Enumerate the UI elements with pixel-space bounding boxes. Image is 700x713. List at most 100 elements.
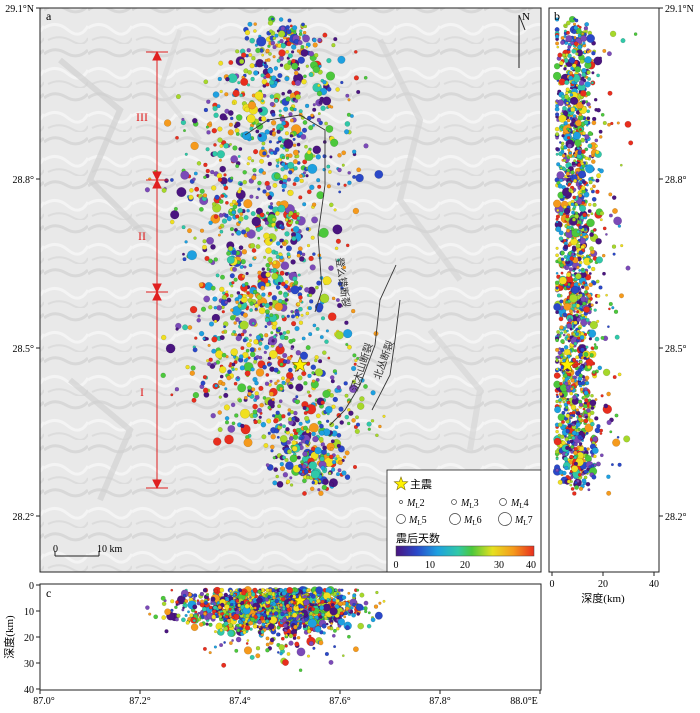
event-dot — [181, 225, 186, 230]
event-dot — [285, 461, 294, 470]
event-dot — [189, 370, 195, 376]
event-dot — [325, 329, 329, 333]
event-dot — [254, 303, 259, 308]
event-dot — [227, 425, 236, 433]
event-dot — [246, 162, 250, 166]
event-dot — [560, 36, 565, 40]
event-dot — [353, 75, 359, 81]
event-dot — [204, 255, 210, 262]
panel-b-lat-tick-29.1: 29.1°N — [665, 4, 694, 15]
event-dot — [260, 116, 267, 122]
event-dot — [302, 159, 308, 165]
event-dot — [255, 207, 263, 215]
event-dot — [578, 182, 582, 186]
event-dot — [581, 472, 585, 476]
event-dot — [575, 355, 580, 360]
event-dot — [221, 294, 227, 300]
event-dot — [221, 310, 225, 314]
event-dot — [617, 372, 622, 377]
scale-bar — [54, 551, 100, 557]
event-dot — [569, 454, 574, 459]
event-dot — [163, 119, 172, 127]
event-dot — [569, 416, 572, 420]
event-dot — [590, 346, 595, 350]
north-label: N — [522, 11, 530, 23]
event-dot — [201, 606, 207, 612]
event-dot — [584, 290, 588, 294]
event-dot — [272, 334, 277, 339]
event-dot — [586, 218, 595, 228]
event-dot — [571, 465, 579, 473]
segment-label-1: I — [140, 385, 144, 399]
event-dot — [378, 424, 382, 429]
event-dot — [251, 175, 257, 181]
event-dot — [267, 356, 272, 361]
event-dot — [555, 367, 559, 371]
event-dot — [304, 103, 310, 109]
event-dot — [307, 306, 312, 311]
event-dot — [285, 633, 289, 637]
event-dot — [279, 127, 283, 131]
event-dot — [271, 75, 277, 81]
event-dot — [317, 420, 322, 425]
event-dot — [292, 159, 298, 165]
panel-b-seismicity — [552, 15, 638, 496]
event-dot — [322, 154, 327, 159]
event-dot — [229, 116, 234, 121]
event-dot — [574, 139, 582, 147]
event-dot — [223, 116, 228, 121]
event-dot — [187, 250, 197, 261]
panel-a-lat-tick-28.5: 28.5° — [13, 344, 35, 355]
event-dot — [203, 295, 211, 303]
event-dot — [355, 173, 364, 183]
event-dot — [279, 461, 284, 467]
event-dot — [188, 194, 194, 200]
event-dot — [257, 187, 261, 191]
event-dot — [237, 383, 247, 393]
panel-b-x-tick-40: 40 — [649, 579, 659, 590]
event-dot — [602, 368, 611, 377]
event-dot — [555, 286, 559, 290]
event-dot — [170, 393, 174, 397]
event-dot — [229, 273, 235, 279]
event-dot — [600, 112, 605, 117]
event-dot — [247, 356, 251, 360]
event-dot — [290, 259, 296, 265]
event-dot — [584, 81, 591, 88]
legend-mag4-symbol — [499, 498, 507, 506]
event-dot — [574, 376, 578, 379]
event-dot — [326, 86, 332, 92]
event-dot — [247, 70, 253, 75]
event-dot — [281, 120, 287, 126]
event-dot — [265, 247, 272, 254]
event-dot — [578, 373, 583, 378]
event-dot — [270, 434, 276, 440]
event-dot — [573, 17, 576, 21]
event-dot — [570, 189, 574, 194]
event-dot — [164, 178, 169, 183]
event-dot — [351, 379, 356, 384]
event-dot — [218, 226, 222, 230]
segment-label-2: II — [138, 229, 146, 243]
event-dot — [242, 170, 247, 175]
event-dot — [165, 343, 176, 354]
event-dot — [301, 472, 305, 476]
event-dot — [265, 185, 272, 191]
event-dot — [271, 414, 276, 418]
event-dot — [565, 87, 570, 92]
event-dot — [249, 301, 254, 306]
event-dot — [208, 305, 213, 310]
event-dot — [176, 187, 187, 198]
event-dot — [580, 318, 588, 327]
event-dot — [329, 447, 334, 451]
event-dot — [572, 131, 582, 140]
event-dot — [281, 183, 287, 189]
event-dot — [359, 592, 365, 598]
event-dot — [244, 35, 250, 41]
event-dot — [633, 32, 638, 36]
event-dot — [160, 595, 166, 601]
event-dot — [568, 315, 572, 319]
event-dot — [347, 634, 351, 639]
mainshock-star-a — [291, 356, 309, 373]
event-dot — [355, 422, 361, 427]
